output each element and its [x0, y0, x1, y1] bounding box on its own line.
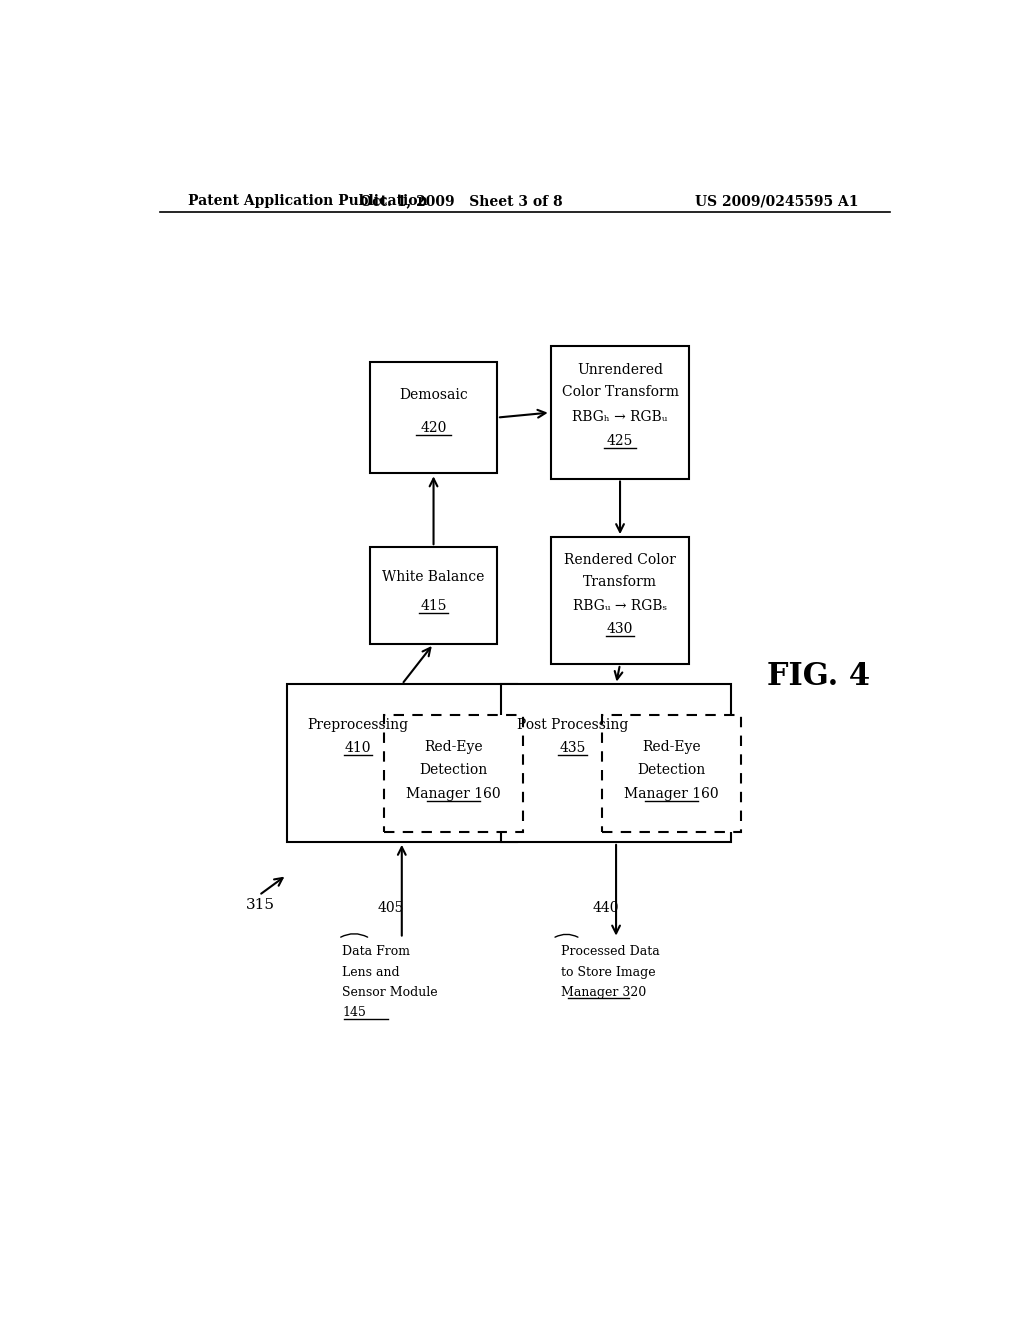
Text: FIG. 4: FIG. 4: [767, 661, 870, 692]
Text: Red-Eye: Red-Eye: [642, 741, 701, 754]
Text: Detection: Detection: [638, 763, 706, 777]
Text: Sensor Module: Sensor Module: [342, 986, 438, 999]
Text: Manager 160: Manager 160: [407, 787, 501, 801]
Text: Color Transform: Color Transform: [561, 385, 679, 399]
Text: Manager 320: Manager 320: [560, 986, 646, 999]
Text: Rendered Color: Rendered Color: [564, 553, 676, 566]
Text: 315: 315: [246, 899, 274, 912]
Text: 440: 440: [592, 902, 618, 915]
Bar: [287, 684, 517, 842]
Text: 435: 435: [559, 741, 586, 755]
Text: Transform: Transform: [583, 576, 657, 589]
Text: Oct. 1, 2009   Sheet 3 of 8: Oct. 1, 2009 Sheet 3 of 8: [360, 194, 562, 209]
Text: 145: 145: [342, 1006, 367, 1019]
Text: White Balance: White Balance: [382, 570, 484, 585]
Text: Data From: Data From: [342, 945, 411, 958]
Text: US 2009/0245595 A1: US 2009/0245595 A1: [694, 194, 858, 209]
Text: Processed Data: Processed Data: [560, 945, 659, 958]
Bar: [602, 715, 741, 832]
Bar: [370, 548, 497, 644]
Text: Lens and: Lens and: [342, 965, 400, 978]
Text: 420: 420: [420, 421, 446, 434]
Text: Post Processing: Post Processing: [517, 718, 628, 731]
Text: 405: 405: [378, 902, 404, 915]
Bar: [551, 537, 689, 664]
Bar: [501, 684, 731, 842]
Text: Manager 160: Manager 160: [625, 787, 719, 801]
Text: 425: 425: [607, 434, 633, 447]
Text: Red-Eye: Red-Eye: [424, 741, 482, 754]
Bar: [384, 715, 523, 832]
Text: Patent Application Publication: Patent Application Publication: [187, 194, 427, 209]
Text: Unrendered: Unrendered: [578, 363, 663, 376]
Text: Demosaic: Demosaic: [399, 388, 468, 403]
Text: to Store Image: to Store Image: [560, 965, 655, 978]
Bar: [551, 346, 689, 479]
Text: Preprocessing: Preprocessing: [307, 718, 409, 731]
Text: 415: 415: [420, 598, 446, 612]
Text: 410: 410: [345, 741, 372, 755]
Text: RBGₕ → RGBᵤ: RBGₕ → RGBᵤ: [572, 409, 668, 424]
Bar: [370, 362, 497, 474]
Text: 430: 430: [607, 622, 633, 636]
Text: RBGᵤ → RGBₛ: RBGᵤ → RGBₛ: [573, 598, 667, 612]
Text: Detection: Detection: [419, 763, 487, 777]
